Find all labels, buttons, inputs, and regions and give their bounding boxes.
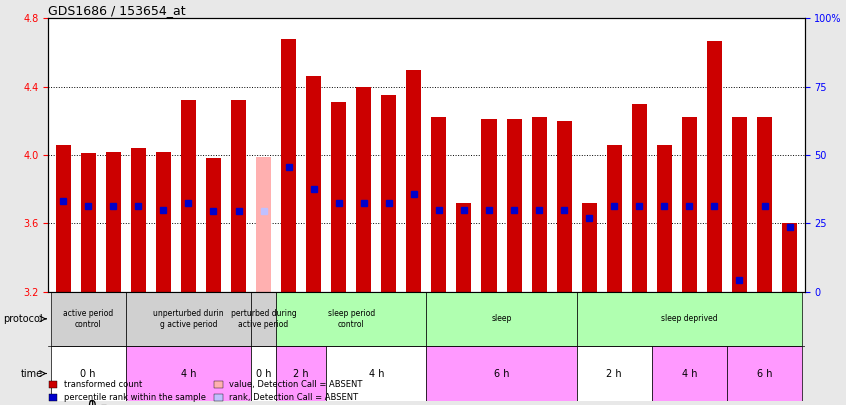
Bar [51, 292, 126, 346]
Bar [727, 346, 802, 401]
Text: 6 h: 6 h [757, 369, 772, 379]
Bar [131, 148, 146, 292]
Bar [231, 100, 246, 292]
Bar [607, 145, 622, 292]
Text: 0 h: 0 h [80, 369, 96, 379]
Bar [256, 157, 271, 292]
Bar [426, 346, 577, 401]
Bar [732, 117, 747, 292]
Text: 4 h: 4 h [682, 369, 697, 379]
Bar [656, 145, 672, 292]
Text: 4 h: 4 h [369, 369, 384, 379]
Text: perturbed during
active period: perturbed during active period [231, 309, 296, 328]
Bar [356, 87, 371, 292]
Bar [106, 151, 121, 292]
Bar [707, 40, 722, 292]
Text: sleep: sleep [492, 314, 512, 323]
Bar [507, 119, 521, 292]
Text: 2 h: 2 h [607, 369, 622, 379]
Bar [281, 39, 296, 292]
Bar [51, 346, 126, 401]
Text: 0 h: 0 h [255, 369, 272, 379]
Legend: transformed count, percentile rank within the sample, value, Detection Call = AB: transformed count, percentile rank withi… [47, 378, 365, 405]
Bar [306, 77, 321, 292]
Bar [406, 70, 421, 292]
Text: 6 h: 6 h [494, 369, 509, 379]
Bar [577, 292, 802, 346]
Text: GDS1686 / 153654_at: GDS1686 / 153654_at [48, 4, 186, 17]
Bar [531, 117, 547, 292]
Bar [276, 292, 426, 346]
Bar [126, 346, 251, 401]
Text: time: time [21, 369, 43, 379]
Bar [181, 100, 196, 292]
Bar [327, 346, 426, 401]
Bar [251, 346, 276, 401]
Bar [382, 95, 396, 292]
Bar [457, 203, 471, 292]
Text: protocol: protocol [3, 314, 43, 324]
Bar [577, 346, 651, 401]
Bar [426, 292, 577, 346]
Bar [276, 346, 327, 401]
Bar [481, 119, 497, 292]
Bar [582, 203, 596, 292]
Bar [331, 102, 346, 292]
Bar [206, 158, 221, 292]
Text: 4 h: 4 h [181, 369, 196, 379]
Bar [156, 151, 171, 292]
Bar [682, 117, 697, 292]
Bar [757, 117, 772, 292]
Bar [782, 223, 797, 292]
Text: unperturbed durin
g active period: unperturbed durin g active period [153, 309, 223, 328]
Bar [431, 117, 447, 292]
Bar [632, 104, 647, 292]
Text: sleep period
control: sleep period control [327, 309, 375, 328]
Bar [80, 153, 96, 292]
Bar [651, 346, 727, 401]
Bar [126, 292, 251, 346]
Bar [557, 121, 572, 292]
Bar [56, 145, 71, 292]
Text: active period
control: active period control [63, 309, 113, 328]
Bar [251, 292, 276, 346]
Text: 2 h: 2 h [294, 369, 309, 379]
Text: sleep deprived: sleep deprived [661, 314, 717, 323]
